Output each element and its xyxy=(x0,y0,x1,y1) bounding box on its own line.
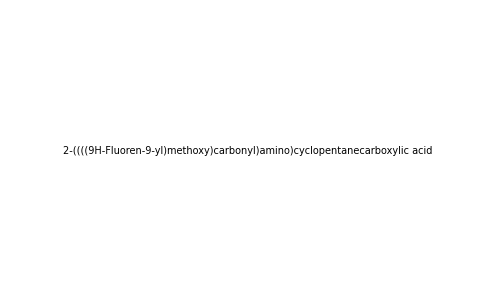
Text: 2-((((9H-Fluoren-9-yl)methoxy)carbonyl)amino)cyclopentanecarboxylic acid: 2-((((9H-Fluoren-9-yl)methoxy)carbonyl)a… xyxy=(63,146,433,157)
